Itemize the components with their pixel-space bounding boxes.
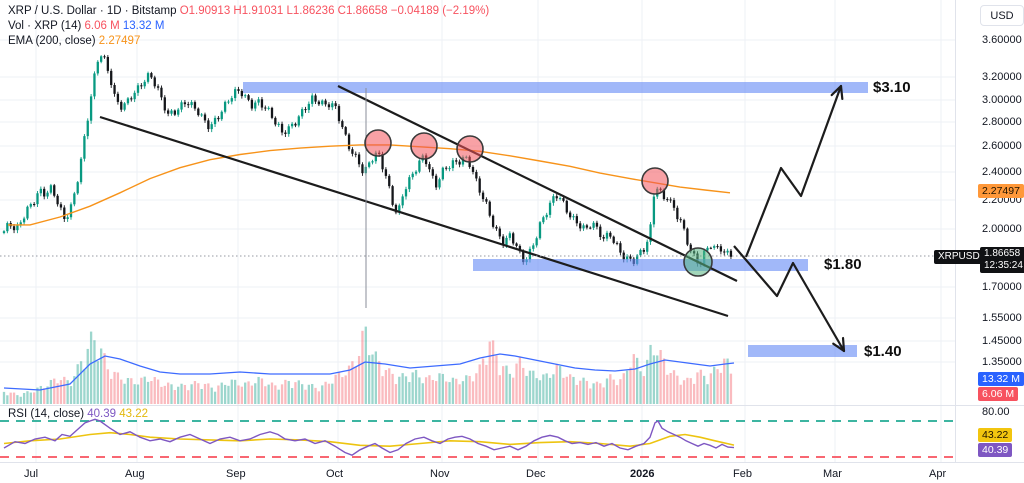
ema-200-line[interactable] [8, 144, 731, 226]
rsi-line[interactable] [3, 418, 735, 456]
price-tick-label: 2.40000 [982, 166, 1022, 178]
price-tick-label: 1.45000 [982, 335, 1022, 347]
symbol-title[interactable]: XRP / U.S. Dollar · 1D · Bitstamp [8, 5, 177, 17]
red-circle-marker[interactable] [641, 167, 669, 195]
ema-axis-badge: 2.27497 [978, 184, 1024, 198]
price-tick-label: 1.55000 [982, 312, 1022, 324]
price-tick-label: 1.70000 [982, 281, 1022, 293]
last-price-time: 12:35:24 [984, 260, 1023, 271]
month-tick-label: Dec [526, 468, 546, 480]
last-price-badge: 1.86658 12:35:24 [980, 247, 1024, 273]
rsi-ma-axis-badge: 43.22 [978, 428, 1013, 442]
currency-toggle-button[interactable]: USD [980, 5, 1024, 26]
price-axis-separator [955, 0, 956, 462]
volume-ma-axis-badge: 13.32 M [978, 372, 1024, 386]
volume-legend[interactable]: Vol · XRP (14) 6.06 M 13.32 M [8, 19, 164, 34]
price-level-band-3.1[interactable] [243, 82, 868, 93]
month-tick-label: Mar [823, 468, 842, 480]
month-tick-label: Aug [125, 468, 145, 480]
price-tick-label: 3.00000 [982, 94, 1022, 106]
red-circle-marker[interactable] [364, 129, 392, 157]
symbol-axis-badge: XRPUSD [934, 250, 984, 264]
rsi-value: 40.39 [87, 408, 117, 420]
price-tick-label: 2.60000 [982, 140, 1022, 152]
target-level-label[interactable]: $1.40 [864, 343, 902, 360]
support-level-label[interactable]: $1.80 [824, 256, 862, 273]
resistance-level-label[interactable]: $3.10 [873, 79, 911, 96]
month-tick-label: Sep [226, 468, 246, 480]
lower-channel-line[interactable] [99, 115, 729, 318]
price-tick-label: 2.00000 [982, 223, 1022, 235]
price-tick-label: 2.80000 [982, 116, 1022, 128]
month-tick-label: Nov [430, 468, 450, 480]
ohlc-high: H1.91031 [233, 5, 284, 17]
rsi-axis-label: 80.00 [982, 406, 1010, 418]
price-tick-label: 3.20000 [982, 71, 1022, 83]
rsi-pane[interactable] [0, 418, 955, 458]
ema-legend[interactable]: EMA (200, close) 2.27497 [8, 34, 140, 49]
red-circle-marker[interactable] [456, 135, 484, 163]
volume-bars [2, 326, 733, 404]
green-circle-marker[interactable] [683, 247, 713, 277]
rsi-overbought-fill [4, 419, 734, 421]
symbol-legend[interactable]: XRP / U.S. Dollar · 1D · Bitstamp O1.909… [8, 4, 489, 19]
ema-value: 2.27497 [98, 35, 141, 47]
volume-value: 6.06 M [84, 20, 120, 32]
bullish-projection-arrow[interactable] [744, 84, 844, 258]
volume-indicator-label[interactable]: Vol · XRP (14) [8, 20, 82, 32]
month-tick-label: Oct [326, 468, 344, 480]
time-axis[interactable] [0, 463, 1024, 483]
ohlc-close: C1.86658 [337, 5, 388, 17]
bearish-projection-arrow[interactable] [733, 245, 846, 353]
month-tick-label: 2026 [630, 468, 655, 480]
main-chart-canvas[interactable] [0, 0, 955, 462]
rsi-pane-separator[interactable] [0, 405, 1024, 406]
month-tick-label: Feb [733, 468, 752, 480]
price-tick-label: 1.35000 [982, 356, 1022, 368]
volume-ma-value: 13.32 M [122, 20, 165, 32]
price-tick-label: 3.60000 [982, 34, 1022, 46]
rsi-indicator-label[interactable]: RSI (14, close) [8, 408, 85, 420]
price-level-band-1.4[interactable] [748, 345, 857, 357]
month-tick-label: Apr [929, 468, 947, 480]
ema-indicator-label[interactable]: EMA (200, close) [8, 35, 96, 47]
red-circle-marker[interactable] [410, 132, 438, 160]
rsi-ma-value: 43.22 [119, 408, 149, 420]
ohlc-change: −0.04189 (−2.19%) [390, 5, 490, 17]
volume-ma-line[interactable] [3, 353, 735, 391]
rsi-legend[interactable]: RSI (14, close) 40.39 43.22 [8, 407, 148, 422]
last-price-value: 1.86658 [984, 248, 1021, 259]
time-axis-separator [0, 462, 1024, 463]
price-level-band-1.8[interactable] [473, 259, 808, 271]
rsi-ma-line[interactable] [3, 431, 735, 448]
volume-axis-badge: 6.06 M [978, 387, 1019, 401]
month-tick-label: Jul [24, 468, 39, 480]
ohlc-open: O1.90913 [179, 5, 231, 17]
rsi-axis-badge: 40.39 [978, 443, 1013, 457]
ohlc-low: L1.86236 [286, 5, 335, 17]
upper-channel-line[interactable] [337, 85, 738, 282]
